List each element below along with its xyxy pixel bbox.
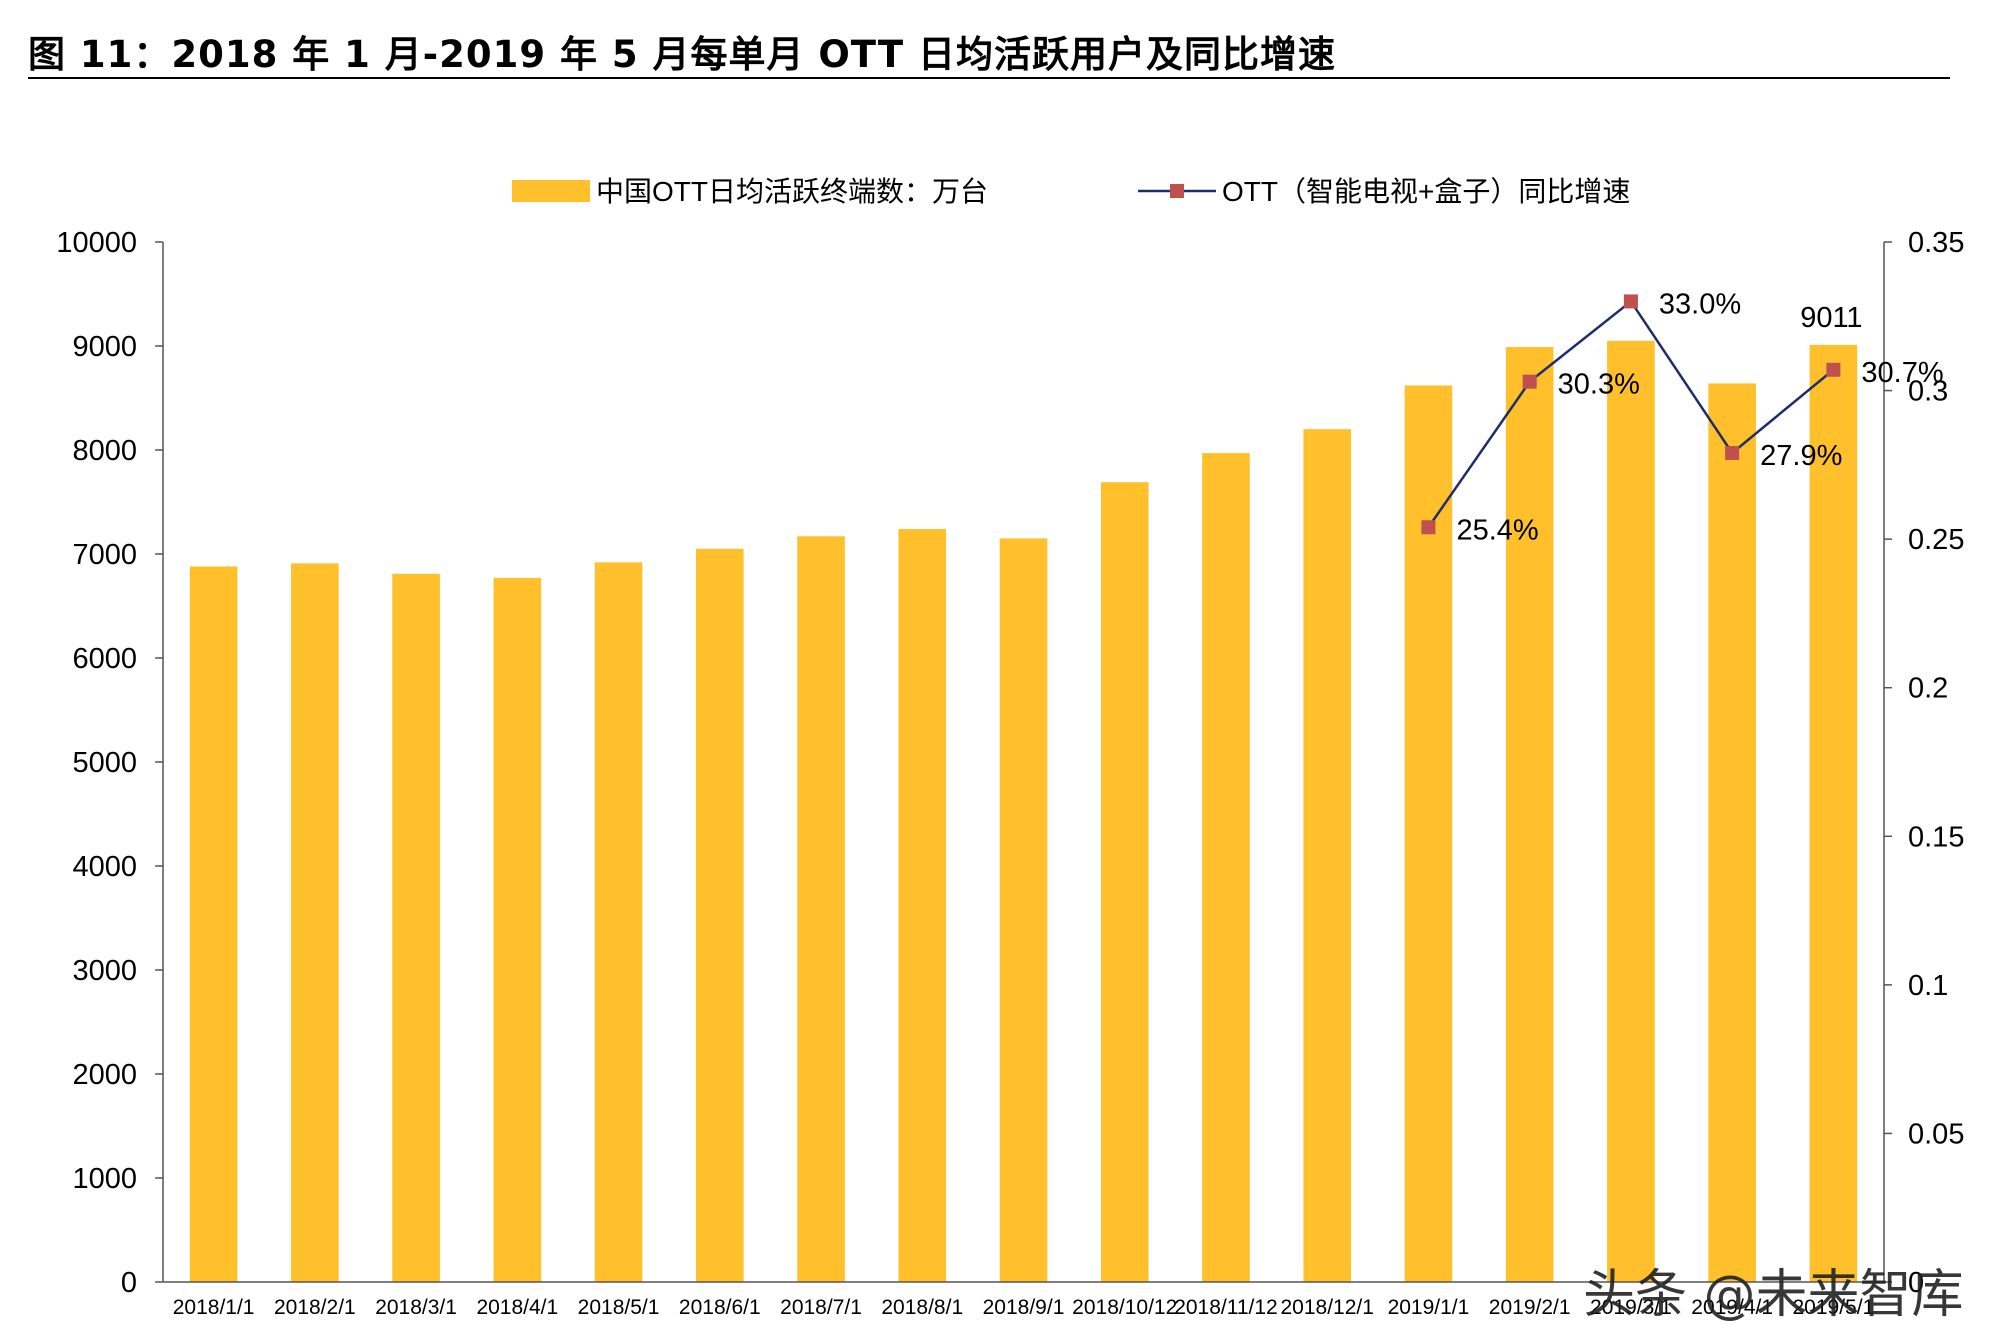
- bar: [1202, 453, 1250, 1282]
- bar: [1404, 385, 1453, 1282]
- bar: [1100, 482, 1149, 1282]
- bar: [898, 529, 947, 1282]
- bar: [1303, 429, 1351, 1282]
- bar: [797, 536, 845, 1282]
- x-tick-label: 2018/12/1: [1280, 1296, 1373, 1319]
- x-tick-label: 2019/5/1: [1793, 1296, 1875, 1319]
- left-tick-label: 9000: [72, 331, 137, 363]
- x-tick-label: 2018/5/1: [578, 1296, 660, 1319]
- left-tick-label: 6000: [72, 643, 137, 675]
- axes-layer: 0 1000 2000 3000 4000 5000 6000 7000 8000 9000 100…: [56, 227, 1964, 1319]
- bar: [999, 538, 1048, 1282]
- bar: [1607, 340, 1655, 1282]
- bar: [1505, 347, 1554, 1282]
- x-tick-label: 2018/9/1: [983, 1296, 1065, 1319]
- watermark: 头条 @未来智库: [1583, 1265, 1964, 1325]
- bar: [1708, 383, 1756, 1282]
- right-tick-label: 0.35: [1908, 227, 1964, 259]
- x-tick-label: 2019/1/1: [1388, 1296, 1470, 1319]
- legend: 中国OTT日均活跃终端数：万台 OTT（智能电视+盒子）同比增速: [512, 176, 1630, 207]
- x-tick-label: 2019/2/1: [1489, 1296, 1571, 1319]
- bar: [594, 562, 643, 1282]
- growth-data-label: 25.4%: [1456, 514, 1538, 546]
- bar: [696, 548, 744, 1282]
- growth-data-label: 27.9%: [1760, 440, 1842, 472]
- left-tick-label: 4000: [72, 851, 137, 883]
- right-tick-label: 0.3: [1908, 376, 1948, 408]
- x-tick-label: 2018/3/1: [375, 1296, 457, 1319]
- bar-data-label: 9011: [1800, 302, 1862, 334]
- left-tick-label: 10000: [56, 227, 137, 259]
- bar: [291, 563, 339, 1282]
- bars-layer: [189, 340, 1858, 1283]
- left-tick-label: 7000: [72, 539, 137, 571]
- growth-marker: [1522, 374, 1537, 389]
- legend-bar-swatch: [512, 180, 590, 202]
- left-tick-label: 1000: [72, 1163, 137, 1195]
- x-tick-label: 2018/11/12: [1174, 1296, 1278, 1319]
- growth-marker: [1826, 362, 1841, 377]
- labels-layer: 25.4% 30.3% 33.0% 27.9% 30.7% 9011: [1456, 288, 1943, 546]
- left-tick-label: 5000: [72, 747, 137, 779]
- left-tick-label: 8000: [72, 435, 137, 467]
- left-tick-label: 3000: [72, 955, 137, 987]
- bar: [392, 573, 440, 1282]
- growth-marker: [1421, 520, 1436, 535]
- x-tick-label: 2019/4/1: [1691, 1296, 1773, 1319]
- x-tick-label: 2018/10/12: [1072, 1296, 1177, 1319]
- figure-title: 图 11：2018 年 1 月-2019 年 5 月每单月 OTT 日均活跃用户…: [28, 33, 1337, 76]
- growth-marker: [1725, 445, 1740, 460]
- legend-line-marker: [1170, 184, 1184, 198]
- x-tick-label: 2018/7/1: [780, 1296, 862, 1319]
- right-tick-label: 0.1: [1908, 970, 1948, 1002]
- right-tick-label: 0: [1908, 1267, 1924, 1299]
- growth-data-label: 30.7%: [1861, 357, 1943, 389]
- growth-data-label: 30.3%: [1558, 369, 1640, 401]
- left-tick-label: 0: [121, 1267, 137, 1299]
- x-tick-label: 2019/3/1: [1590, 1296, 1672, 1319]
- right-tick-label: 0.25: [1908, 524, 1964, 556]
- growth-marker: [1623, 294, 1638, 309]
- legend-line-label: OTT（智能电视+盒子）同比增速: [1222, 176, 1630, 207]
- x-tick-label: 2018/4/1: [476, 1296, 558, 1319]
- growth-data-label: 33.0%: [1659, 288, 1741, 320]
- right-tick-label: 0.05: [1908, 1118, 1964, 1150]
- x-tick-label: 2018/8/1: [881, 1296, 963, 1319]
- left-tick-label: 2000: [72, 1059, 137, 1091]
- growth-line-layer: [1421, 294, 1841, 535]
- legend-bar-label: 中国OTT日均活跃终端数：万台: [596, 176, 988, 207]
- x-tick-label: 2018/2/1: [274, 1296, 356, 1319]
- x-tick-label: 2018/1/1: [173, 1296, 255, 1319]
- bar: [189, 566, 238, 1282]
- right-tick-label: 0.15: [1908, 821, 1964, 853]
- x-tick-label: 2018/6/1: [679, 1296, 761, 1319]
- title-rule: [28, 77, 1950, 79]
- bar: [1809, 344, 1858, 1283]
- bar: [493, 577, 542, 1282]
- right-tick-label: 0.2: [1908, 673, 1948, 705]
